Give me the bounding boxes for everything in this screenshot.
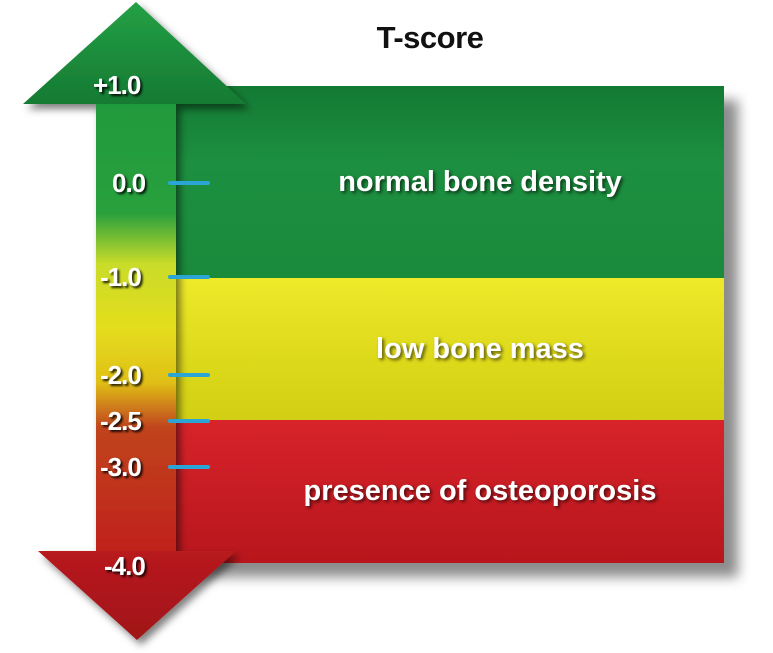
tick-minus-3.0 [168, 465, 210, 469]
tick-0.0 [168, 181, 210, 185]
diagram-title: T-score [376, 20, 484, 55]
tick-label-minus-2.0: -2.0 [100, 360, 142, 390]
band-normal-label: normal bone density [338, 165, 622, 198]
tick-label-minus-1.0: -1.0 [100, 262, 142, 292]
tick-minus-1.0 [168, 275, 210, 279]
band-low-label: low bone mass [376, 332, 584, 365]
tick-label-minus-4.0: -4.0 [104, 551, 146, 581]
tick-minus-2.0 [168, 373, 210, 377]
band-osteoporosis: presence of osteoporosis [176, 420, 724, 563]
band-normal-bone-density: normal bone density [176, 86, 724, 278]
tick-label-plus-1.0: +1.0 [93, 70, 141, 100]
tick-minus-2.5 [168, 419, 210, 423]
tick-label-minus-2.5: -2.5 [100, 406, 142, 436]
band-osteo-label: presence of osteoporosis [303, 475, 657, 507]
tick-label-minus-3.0: -3.0 [100, 452, 142, 482]
band-low-bone-mass: low bone mass [176, 278, 724, 420]
tick-label-0.0: 0.0 [112, 168, 146, 198]
